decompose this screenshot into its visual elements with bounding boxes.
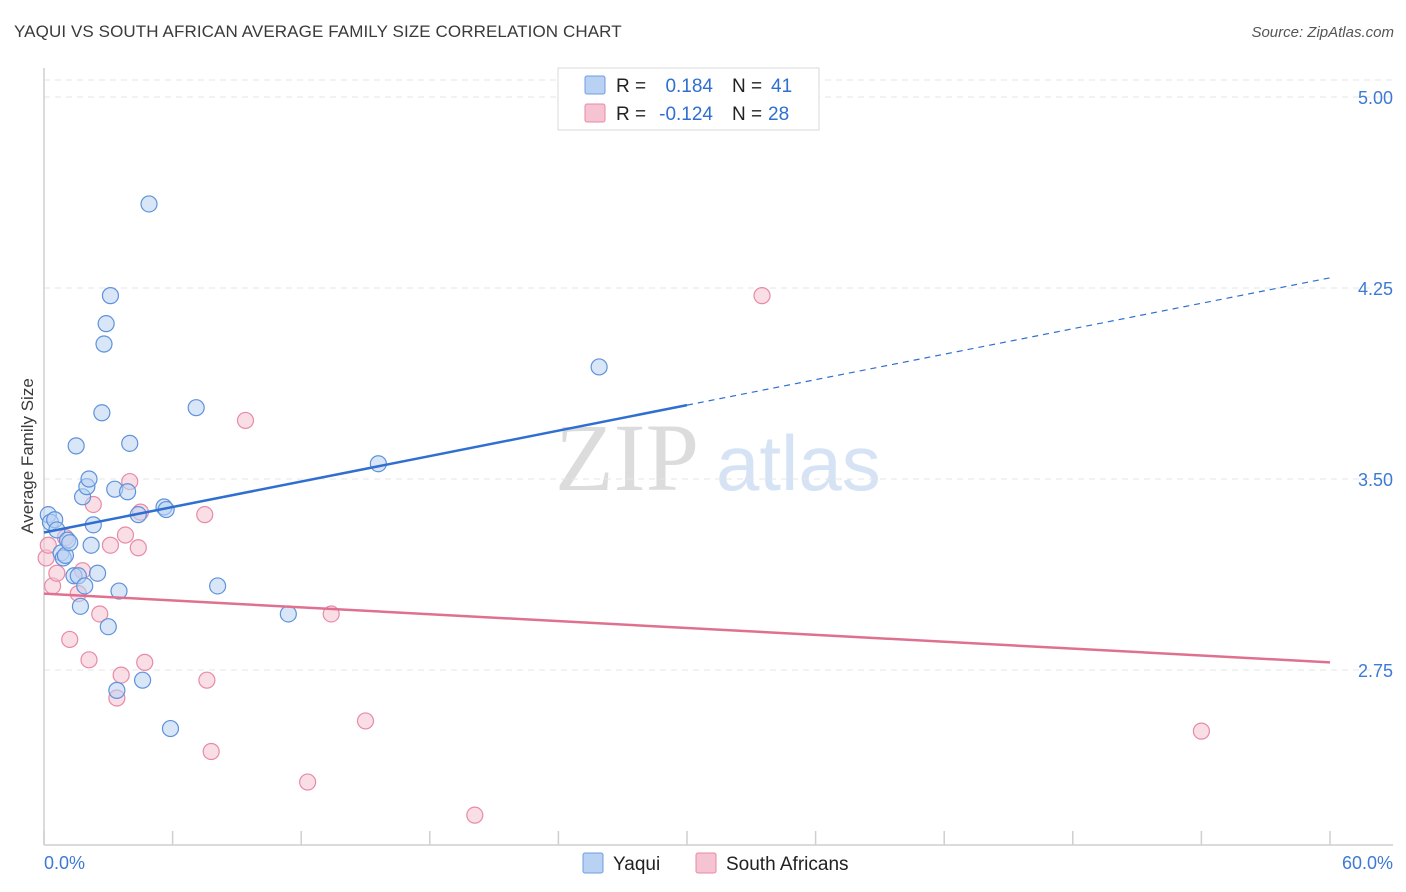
yaqui-point (108, 681, 126, 699)
south-africans-point (466, 806, 484, 824)
yaqui-point (140, 195, 158, 213)
watermark-atlas: atlas (716, 419, 881, 507)
south-africans-point (48, 564, 66, 582)
bottom-legend-swatch-south-africans (695, 852, 717, 874)
legend-bottom: Yaqui South Africans (582, 852, 849, 875)
yaqui-point (95, 335, 113, 353)
series-south-africans (37, 287, 1211, 824)
bottom-legend-label-yaqui: Yaqui (613, 854, 660, 875)
y-axis-title: Average Family Size (18, 378, 37, 534)
south-africans-point (202, 742, 220, 761)
trend-lines (43, 277, 1331, 664)
legend-r-label-south-africans: R = (616, 104, 646, 125)
yaqui-point (97, 315, 115, 333)
yaqui-point (80, 470, 98, 488)
bottom-legend-label-south-africans: South Africans (726, 854, 849, 875)
south-africans-point (196, 506, 214, 524)
yaqui-point (93, 404, 111, 422)
south-africans-point (356, 712, 375, 730)
yaqui-point (110, 582, 128, 600)
chart-title: YAQUI VS SOUTH AFRICAN AVERAGE FAMILY SI… (14, 22, 622, 41)
x-tick-max: 60.0% (1342, 853, 1393, 873)
south-africans-point (116, 526, 135, 544)
legend-n-value-yaqui: 41 (771, 76, 792, 97)
legend-r-value-south-africans: -0.124 (659, 104, 713, 125)
yaqui-point (82, 536, 100, 554)
legend-n-label-south-africans: N = (732, 104, 762, 125)
south-africans-point (198, 671, 216, 689)
x-axis-ticks (43, 831, 1331, 845)
south-africans-point (136, 653, 154, 671)
yaqui-point (61, 534, 79, 552)
south-africans-point (753, 287, 771, 305)
south-africans-point (129, 539, 147, 557)
y-tick-label: 5.00 (1358, 88, 1393, 108)
south-africans-point (91, 605, 109, 623)
south-africans-point (236, 411, 255, 430)
south-africans-point (299, 773, 317, 791)
x-tick-min: 0.0% (44, 853, 85, 873)
south-africans-point (1192, 722, 1211, 740)
gridlines (44, 79, 1393, 671)
yaqui-point (76, 577, 94, 595)
south-africans-point (39, 536, 57, 554)
legend-n-label-yaqui: N = (732, 76, 762, 97)
legend-swatch-yaqui (584, 75, 606, 95)
yaqui-point (118, 483, 137, 501)
legend-r-value-yaqui: 0.184 (665, 76, 713, 97)
yaqui-point (209, 577, 227, 595)
yaqui-point (99, 618, 117, 636)
yaqui-point (369, 455, 387, 473)
y-tick-label: 3.50 (1358, 470, 1393, 490)
yaqui-point (279, 605, 297, 623)
legend-r-label-yaqui: R = (616, 76, 646, 97)
y-tick-label: 2.75 (1358, 661, 1393, 681)
yaqui-trend-line (43, 403, 688, 534)
yaqui-point (67, 437, 85, 455)
series-yaqui (39, 195, 608, 738)
y-tick-label: 4.25 (1358, 279, 1393, 299)
legend-swatch-south-africans (584, 103, 606, 123)
yaqui-point (187, 399, 205, 417)
legend-top: R = 0.184 N = 41 R = -0.124 N = 28 (557, 67, 820, 131)
yaqui-point (133, 671, 152, 689)
south-africans-point (80, 651, 98, 669)
yaqui-point (121, 434, 139, 452)
south-africans-point (112, 666, 130, 684)
yaqui-point (88, 564, 107, 582)
yaqui-trend-line-extension (686, 277, 1331, 406)
yaqui-point (590, 358, 608, 376)
yaqui-point (71, 597, 90, 615)
watermark-zip: ZIP (555, 404, 699, 511)
south-africans-point (101, 536, 120, 554)
bottom-legend-swatch-yaqui (582, 852, 604, 874)
yaqui-point (161, 719, 180, 738)
y-tick-labels: 2.75 3.50 4.25 5.00 (1358, 88, 1393, 681)
source-label: Source: ZipAtlas.com (1251, 24, 1394, 41)
legend-n-value-south-africans: 28 (768, 104, 789, 125)
south-africans-point (61, 630, 79, 649)
yaqui-point (101, 287, 120, 305)
south-africans-trend-line (43, 592, 1331, 664)
